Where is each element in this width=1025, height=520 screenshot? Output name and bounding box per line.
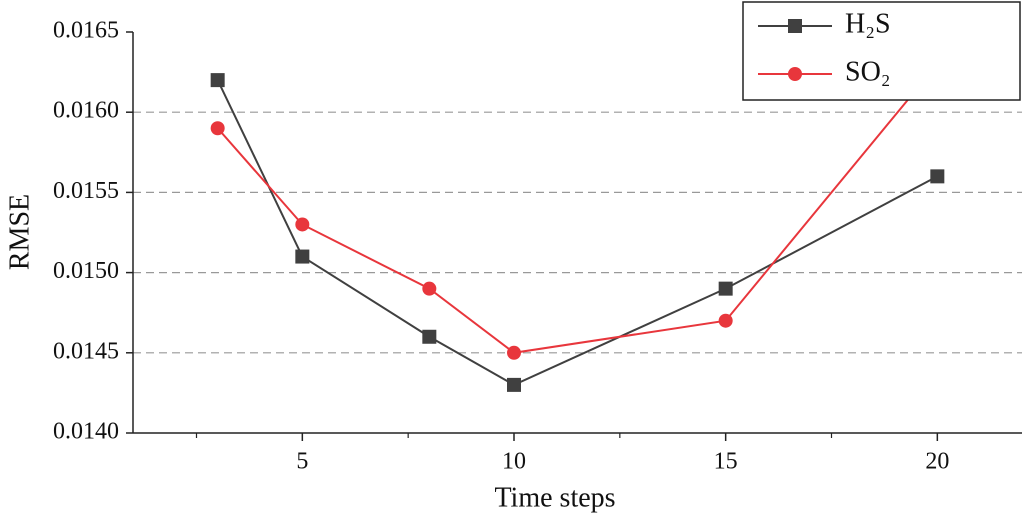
y-tick-label: 0.0145 — [53, 338, 119, 364]
data-point — [210, 121, 225, 136]
data-point — [295, 249, 310, 264]
x-tick-label: 20 — [925, 449, 949, 475]
x-tick-label: 10 — [502, 449, 526, 475]
data-point — [930, 169, 945, 184]
data-point — [422, 329, 437, 344]
legend-marker — [788, 67, 802, 81]
data-point — [422, 281, 437, 296]
data-point — [718, 313, 733, 328]
y-tick-label: 0.0140 — [53, 419, 119, 445]
series-line — [216, 63, 939, 354]
legend-label: SO₂ — [845, 56, 891, 87]
y-tick-label: 0.0165 — [53, 18, 119, 44]
y-axis-label: RMSE — [4, 194, 35, 270]
y-tick-label: 0.0160 — [53, 98, 119, 124]
x-axis-label: Time steps — [494, 482, 615, 513]
data-point — [210, 73, 225, 88]
legend-label: H₂S — [845, 8, 891, 39]
legend-box — [742, 1, 1021, 101]
data-point — [718, 281, 733, 296]
y-tick-label: 0.0150 — [53, 258, 119, 284]
x-tick-label: 5 — [296, 449, 308, 475]
legend-marker — [788, 19, 802, 33]
data-point — [507, 377, 521, 392]
x-tick-label: 15 — [714, 449, 738, 475]
y-tick-label: 0.0155 — [53, 178, 119, 204]
data-point — [507, 345, 521, 360]
data-point — [295, 217, 310, 232]
series-line — [216, 79, 938, 387]
